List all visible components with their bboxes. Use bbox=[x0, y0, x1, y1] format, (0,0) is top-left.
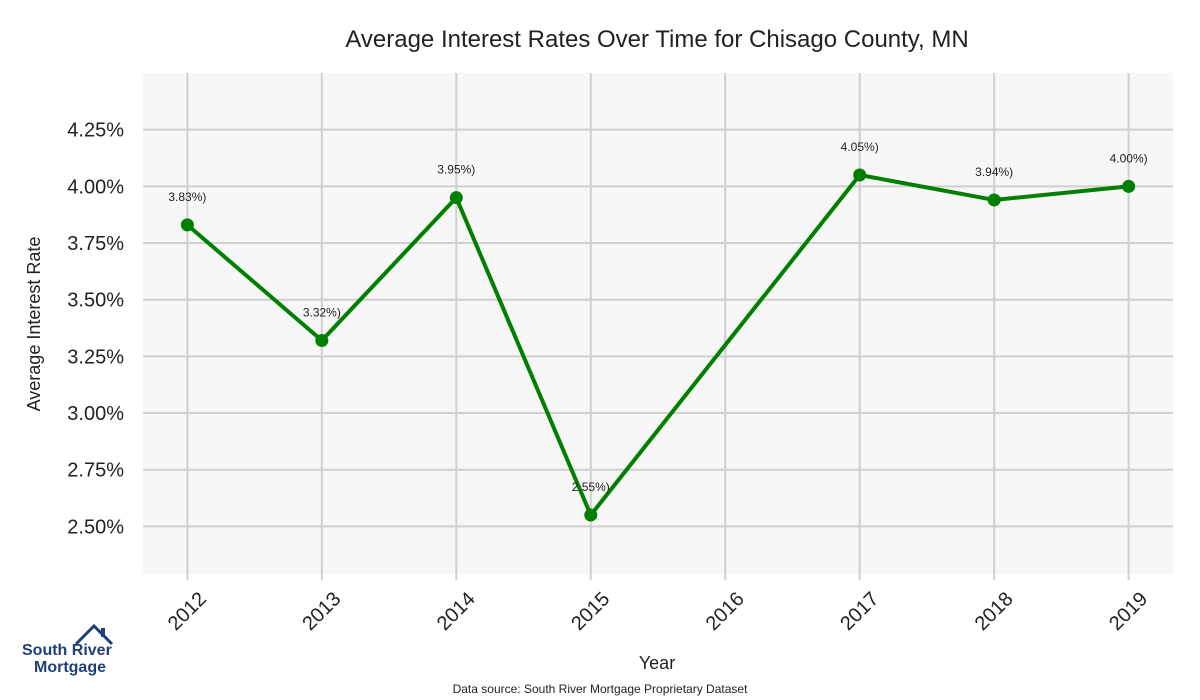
data-label: 3.94%) bbox=[975, 165, 1013, 179]
y-tick-label: 4.25% bbox=[67, 120, 124, 142]
source-note: Data source: South River Mortgage Propri… bbox=[453, 682, 748, 696]
brand-logo: South River Mortgage bbox=[18, 620, 118, 682]
x-tick-label: 2012 bbox=[164, 588, 211, 635]
data-point bbox=[180, 218, 194, 232]
logo-text-line2: Mortgage bbox=[34, 659, 106, 676]
x-tick-label: 2019 bbox=[1105, 588, 1152, 635]
y-tick-label: 3.75% bbox=[67, 233, 124, 255]
data-label: 3.95%) bbox=[437, 163, 475, 177]
y-tick-label: 3.25% bbox=[67, 346, 124, 368]
data-label: 4.00%) bbox=[1110, 151, 1148, 165]
data-label: 3.32%) bbox=[303, 306, 341, 320]
data-point bbox=[853, 168, 867, 182]
data-point bbox=[584, 508, 598, 522]
logo-text-line1: South River bbox=[22, 642, 112, 659]
data-label: 2.55%) bbox=[572, 480, 610, 494]
house-roof-icon bbox=[74, 623, 114, 646]
plot-area bbox=[143, 73, 1173, 574]
y-axis-ticks: 2.50% 2.75% 3.00% 3.25% 3.50% 3.75% 4.00% 4.25% bbox=[67, 120, 124, 539]
gridlines bbox=[143, 73, 1173, 574]
x-axis-ticks: 2012 2013 2014 2015 2016 2017 2018 2019 bbox=[164, 574, 1152, 635]
x-tick-label: 2016 bbox=[702, 588, 749, 635]
x-axis-label: Year bbox=[639, 653, 675, 673]
x-tick-label: 2018 bbox=[971, 588, 1018, 635]
series-group bbox=[180, 168, 1136, 522]
data-point bbox=[315, 334, 329, 348]
chart-title: Average Interest Rates Over Time for Chi… bbox=[345, 26, 968, 53]
data-point bbox=[1122, 179, 1136, 193]
y-tick-label: 2.50% bbox=[67, 516, 124, 538]
y-tick-label: 3.00% bbox=[67, 403, 124, 425]
data-label: 3.83%) bbox=[168, 190, 206, 204]
y-tick-label: 2.75% bbox=[67, 460, 124, 482]
data-labels: 3.83%) 3.32%) 3.95%) 2.55%) 4.05%) 3.94%) 4.00… bbox=[168, 140, 1147, 494]
x-tick-label: 2014 bbox=[433, 588, 480, 635]
data-label: 4.05%) bbox=[841, 140, 879, 154]
x-tick-label: 2017 bbox=[836, 588, 883, 635]
x-tick-label: 2015 bbox=[567, 588, 614, 635]
data-point bbox=[987, 193, 1001, 207]
y-axis-label: Average Interest Rate bbox=[24, 237, 44, 412]
x-tick-label: 2013 bbox=[298, 588, 345, 635]
y-tick-label: 4.00% bbox=[67, 176, 124, 198]
y-tick-label: 3.50% bbox=[67, 290, 124, 312]
data-point bbox=[449, 191, 463, 205]
